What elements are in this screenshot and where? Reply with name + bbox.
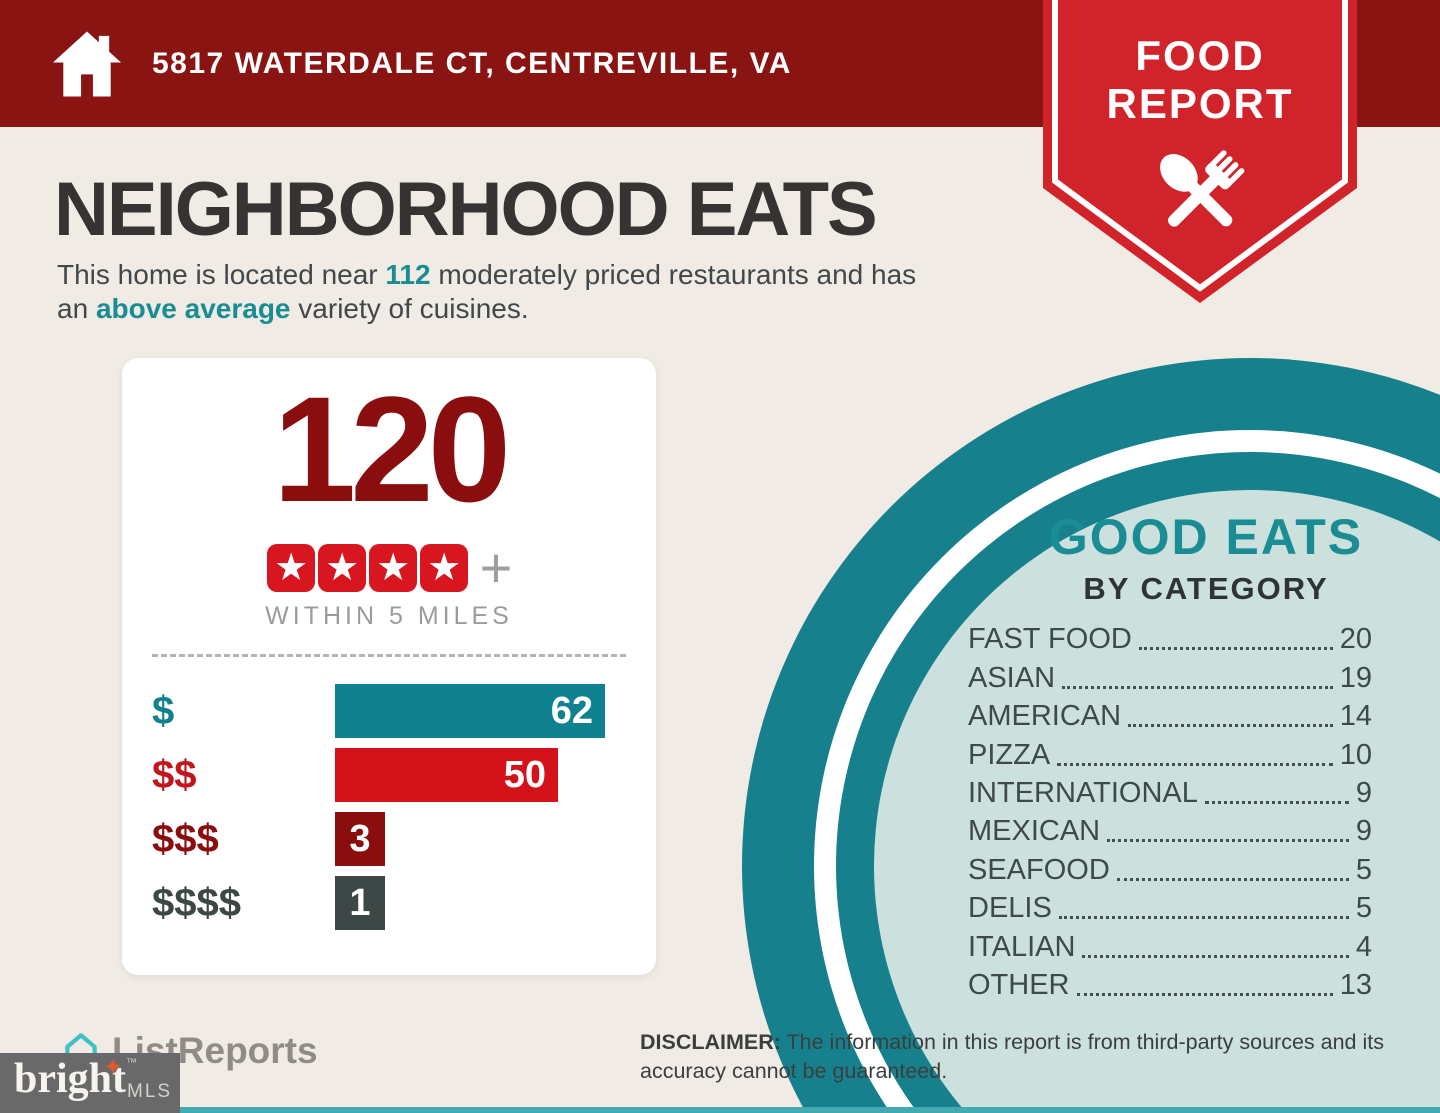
- category-label: INTERNATIONAL: [968, 776, 1198, 809]
- category-label: PIZZA: [968, 738, 1051, 771]
- bright-star-icon: ✦: [103, 1054, 124, 1081]
- category-row: DELIS 5: [968, 885, 1372, 923]
- dotted-leader: [1058, 916, 1349, 920]
- bottom-accent-bar: [0, 1107, 1440, 1113]
- category-row: SEAFOOD 5: [968, 846, 1372, 884]
- intro-mid: moderately priced restaurants and has an: [57, 259, 917, 324]
- category-row: PIZZA 10: [968, 731, 1372, 769]
- bar-row: $$$$ 1: [152, 876, 626, 930]
- category-value: 19: [1339, 661, 1372, 694]
- disclaimer-label: DISCLAIMER:: [640, 1030, 781, 1054]
- star-icon: ★: [369, 544, 418, 592]
- bar: 62: [335, 684, 605, 738]
- page-title: NEIGHBORHOOD EATS: [54, 167, 878, 252]
- star-icon: ★: [267, 544, 316, 592]
- price-level-bar-chart: $ 62 $$ 50 $$$ 3 $$$$ 1: [152, 684, 626, 940]
- category-value: 5: [1355, 892, 1372, 925]
- badge-title-line1: FOOD: [1135, 32, 1265, 79]
- variety-highlight: above average: [95, 292, 291, 324]
- bar-row: $$$ 3: [152, 812, 626, 866]
- dotted-leader: [1057, 762, 1333, 766]
- category-label: MEXICAN: [968, 815, 1101, 848]
- price-level-label: $$$$: [152, 880, 241, 925]
- star-rating: ★ ★ ★ ★ +: [122, 540, 656, 596]
- disclaimer: DISCLAIMER: The information in this repo…: [640, 1028, 1440, 1086]
- category-value: 9: [1355, 815, 1372, 848]
- category-row: MEXICAN 9: [968, 808, 1372, 846]
- bar-value: 62: [550, 689, 593, 732]
- intro-post: variety of cuisines.: [290, 292, 529, 324]
- bar-row: $$ 50: [152, 748, 626, 802]
- badge-title-line2: REPORT: [1106, 80, 1294, 127]
- plus-icon: +: [479, 536, 513, 599]
- price-level-label: $: [152, 688, 175, 733]
- dotted-leader: [1138, 647, 1333, 651]
- intro-text: This home is located near 112 moderately…: [57, 258, 942, 325]
- dashed-divider: [152, 654, 626, 657]
- category-label: AMERICAN: [968, 700, 1122, 733]
- star-icon: ★: [318, 544, 367, 592]
- category-value: 9: [1355, 776, 1372, 809]
- bar-value: 50: [503, 753, 546, 796]
- good-eats-title: GOOD EATS: [1048, 509, 1364, 565]
- category-row: ASIAN 19: [968, 654, 1372, 692]
- good-eats-category-list: FAST FOOD 20 ASIAN 19 AMERICAN 14 PIZZA 10 I…: [968, 616, 1372, 1000]
- category-row: FAST FOOD 20: [968, 616, 1372, 654]
- category-label: DELIS: [968, 892, 1052, 925]
- category-label: ITALIAN: [968, 930, 1076, 963]
- category-label: FAST FOOD: [968, 623, 1132, 656]
- dotted-leader: [1082, 954, 1349, 958]
- trademark-symbol: ™: [126, 1057, 137, 1069]
- star-icon: ★: [420, 544, 469, 592]
- category-value: 13: [1339, 968, 1372, 1001]
- radius-label: WITHIN 5 MILES: [265, 602, 513, 630]
- property-address: 5817 WATERDALE CT, CENTREVILLE, VA: [152, 46, 792, 80]
- dotted-leader: [1128, 724, 1333, 728]
- spoon-fork-icon: [1160, 150, 1245, 227]
- category-row: INTERNATIONAL 9: [968, 770, 1372, 808]
- category-label: ASIAN: [968, 661, 1056, 694]
- food-report-badge: FOOD REPORT: [1043, 0, 1357, 305]
- dotted-leader: [1204, 800, 1349, 804]
- bar-value: 1: [349, 881, 371, 924]
- bright-wordmark: bright: [14, 1056, 127, 1102]
- mls-label: MLS: [127, 1081, 173, 1102]
- category-label: OTHER: [968, 968, 1070, 1001]
- category-value: 14: [1339, 700, 1372, 733]
- dotted-leader: [1107, 839, 1349, 843]
- category-label: SEAFOOD: [968, 853, 1110, 886]
- dotted-leader: [1116, 877, 1349, 881]
- home-icon: [52, 30, 122, 97]
- restaurant-count-highlight: 112: [385, 259, 431, 290]
- bright-mls-logo: bright ✦ ™ MLS: [0, 1053, 180, 1113]
- badge-ribbon-shape: [1043, 0, 1357, 303]
- price-level-label: $$: [152, 752, 197, 797]
- bar: 50: [335, 748, 558, 802]
- category-value: 5: [1355, 853, 1372, 886]
- category-value: 20: [1339, 623, 1372, 656]
- bar: 3: [335, 812, 385, 866]
- bar-row: $ 62: [152, 684, 626, 738]
- restaurant-summary-card: 120 ★ ★ ★ ★ + WITHIN 5 MILES $ 62 $$ 50 …: [122, 358, 656, 975]
- good-eats-subtitle: BY CATEGORY: [1083, 571, 1329, 606]
- dotted-leader: [1062, 685, 1333, 689]
- category-row: OTHER 13: [968, 962, 1372, 1000]
- restaurant-count: 120: [272, 365, 511, 533]
- dotted-leader: [1076, 992, 1333, 996]
- intro-pre: This home is located near: [57, 259, 386, 290]
- price-level-label: $$$: [152, 816, 219, 861]
- category-row: ITALIAN 4: [968, 923, 1372, 961]
- bar-value: 3: [349, 817, 371, 860]
- disclaimer-text: The information in this report is from t…: [640, 1030, 1384, 1084]
- good-eats-heading: GOOD EATS BY CATEGORY: [874, 512, 1440, 607]
- category-value: 10: [1339, 738, 1372, 771]
- bar: 1: [335, 876, 385, 930]
- category-value: 4: [1355, 930, 1372, 963]
- category-row: AMERICAN 14: [968, 693, 1372, 731]
